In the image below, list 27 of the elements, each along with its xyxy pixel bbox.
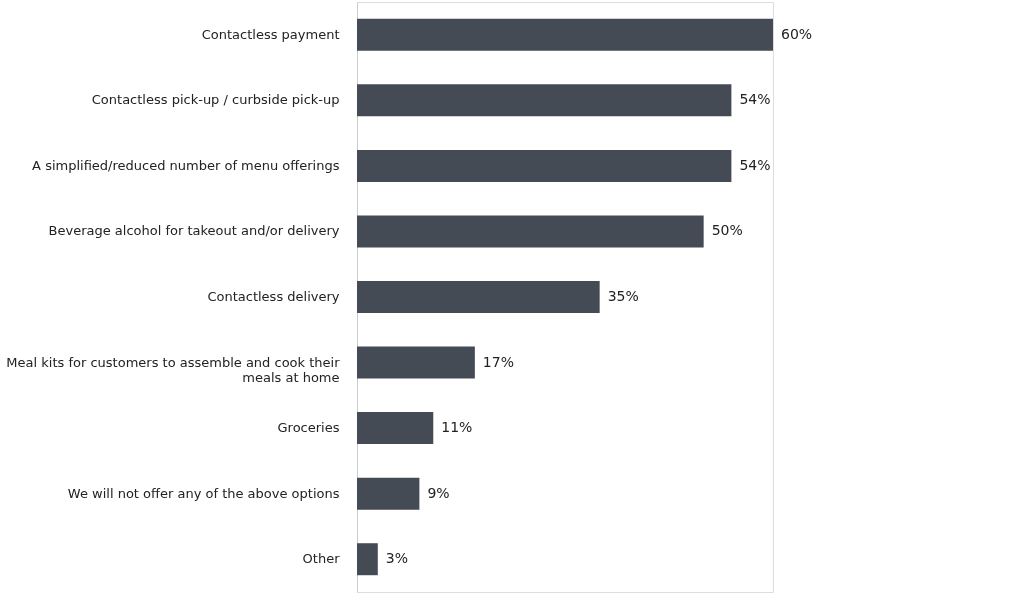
bar xyxy=(357,412,434,445)
bar xyxy=(357,215,704,248)
bar xyxy=(357,18,773,51)
y-tick-label: We will not offer any of the above options xyxy=(67,485,340,501)
bar xyxy=(357,149,732,182)
data-label: 9% xyxy=(427,484,450,501)
bar xyxy=(357,477,420,510)
y-tick-label: Contactless pick-up / curbside pick-up xyxy=(91,92,340,108)
bar xyxy=(357,543,378,576)
data-label: 3% xyxy=(385,550,409,567)
data-label: 60% xyxy=(781,25,813,42)
data-label: 54% xyxy=(739,156,771,173)
y-tick-label: Groceries xyxy=(277,420,340,436)
y-tick-label: Contactless delivery xyxy=(207,289,340,304)
y-tick-label: Other xyxy=(302,551,341,567)
data-label: 35% xyxy=(607,288,639,304)
y-tick-label: A simplified/reduced number of menu offerings xyxy=(32,157,340,173)
y-tick-label: Contactless payment xyxy=(201,26,340,42)
bar xyxy=(357,346,475,379)
y-tick-label: Meal kits for customers to assemble and cook their meals at home xyxy=(6,354,341,385)
bar xyxy=(357,84,732,117)
data-label: 17% xyxy=(482,353,514,370)
data-label: 11% xyxy=(441,419,473,436)
bar xyxy=(357,281,600,313)
y-tick-label: Beverage alcohol for takeout and/or delivery xyxy=(48,223,340,239)
data-label: 54% xyxy=(739,91,771,108)
data-label: 50% xyxy=(711,222,743,239)
